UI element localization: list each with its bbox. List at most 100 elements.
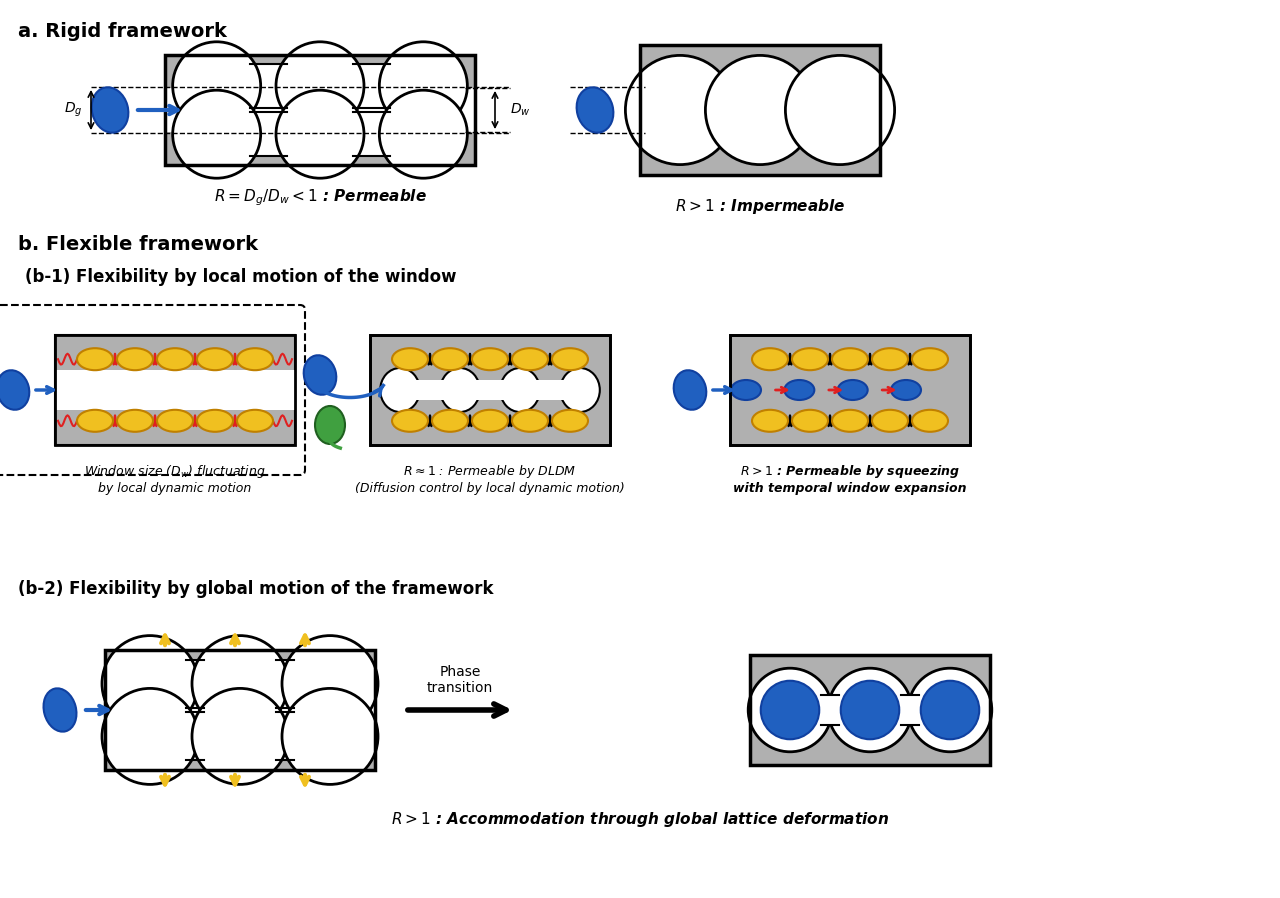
Circle shape	[102, 636, 198, 732]
Ellipse shape	[753, 348, 788, 370]
Ellipse shape	[841, 681, 900, 739]
Circle shape	[282, 636, 378, 732]
Ellipse shape	[512, 409, 548, 432]
Text: Phase
transition: Phase transition	[426, 665, 493, 695]
Bar	[730, 335, 970, 445]
Ellipse shape	[116, 409, 154, 432]
Ellipse shape	[44, 689, 77, 732]
Ellipse shape	[157, 409, 193, 432]
Ellipse shape	[392, 348, 428, 370]
Ellipse shape	[832, 409, 868, 432]
Ellipse shape	[237, 348, 273, 370]
Circle shape	[786, 56, 895, 164]
Bar	[105, 686, 375, 734]
Circle shape	[276, 42, 364, 130]
Bar	[416, 380, 444, 400]
Ellipse shape	[872, 348, 908, 370]
Ellipse shape	[872, 409, 908, 432]
Circle shape	[102, 689, 198, 784]
Bar	[353, 112, 390, 156]
Bar	[165, 88, 475, 132]
Bar	[250, 112, 287, 156]
Bar	[186, 660, 204, 708]
Circle shape	[379, 90, 467, 178]
Bar	[750, 655, 989, 765]
Ellipse shape	[472, 409, 508, 432]
Circle shape	[173, 90, 261, 178]
Bar	[640, 45, 881, 175]
Ellipse shape	[77, 348, 113, 370]
Ellipse shape	[785, 380, 814, 400]
Ellipse shape	[303, 356, 337, 395]
Bar	[55, 370, 294, 409]
Ellipse shape	[891, 380, 922, 400]
Ellipse shape	[197, 348, 233, 370]
Ellipse shape	[561, 368, 600, 412]
Circle shape	[173, 42, 261, 130]
Ellipse shape	[380, 368, 420, 412]
Ellipse shape	[0, 370, 29, 409]
Ellipse shape	[552, 409, 588, 432]
Bar	[55, 335, 294, 445]
Ellipse shape	[197, 409, 233, 432]
Bar	[55, 335, 294, 445]
Circle shape	[282, 689, 378, 784]
Ellipse shape	[911, 409, 948, 432]
Text: $R > 1$ : Permeable by squeezing
with temporal window expansion: $R > 1$ : Permeable by squeezing with te…	[733, 463, 966, 495]
Ellipse shape	[433, 348, 468, 370]
Circle shape	[749, 668, 832, 752]
Bar	[535, 380, 564, 400]
Circle shape	[828, 668, 911, 752]
Ellipse shape	[512, 348, 548, 370]
Ellipse shape	[500, 368, 540, 412]
Text: (b-2) Flexibility by global motion of the framework: (b-2) Flexibility by global motion of th…	[18, 580, 494, 598]
Ellipse shape	[832, 348, 868, 370]
Text: $R = D_g/D_w < 1$ : Permeable: $R = D_g/D_w < 1$ : Permeable	[214, 187, 426, 207]
Circle shape	[192, 636, 288, 732]
Ellipse shape	[440, 368, 480, 412]
Bar	[475, 380, 504, 400]
Circle shape	[276, 90, 364, 178]
Text: $D_w$: $D_w$	[509, 101, 530, 119]
Text: $D_g$: $D_g$	[64, 101, 82, 119]
Ellipse shape	[392, 409, 428, 432]
Bar	[105, 650, 375, 770]
Bar	[165, 55, 475, 165]
Bar	[250, 64, 287, 108]
Text: $R > 1$ : Accommodation through global lattice deformation: $R > 1$ : Accommodation through global l…	[390, 810, 890, 829]
Bar	[640, 45, 881, 175]
Text: $R > 1$ : Impermeable: $R > 1$ : Impermeable	[675, 197, 845, 216]
Ellipse shape	[472, 348, 508, 370]
Bar	[276, 660, 294, 708]
Ellipse shape	[920, 681, 979, 739]
Ellipse shape	[237, 409, 273, 432]
Ellipse shape	[911, 348, 948, 370]
Bar	[105, 650, 375, 770]
Bar	[750, 655, 989, 765]
Text: Window size ($D_w$) fluctuating
by local dynamic motion: Window size ($D_w$) fluctuating by local…	[84, 463, 266, 495]
Ellipse shape	[315, 406, 346, 444]
Bar	[353, 64, 390, 108]
Text: a. Rigid framework: a. Rigid framework	[18, 22, 227, 41]
Ellipse shape	[792, 348, 828, 370]
Ellipse shape	[552, 348, 588, 370]
Circle shape	[909, 668, 992, 752]
Bar	[901, 695, 919, 725]
Bar	[370, 335, 611, 445]
Bar	[165, 55, 475, 165]
Bar	[370, 335, 611, 445]
Circle shape	[626, 56, 735, 164]
Bar	[165, 55, 475, 165]
Bar	[276, 712, 294, 761]
Ellipse shape	[837, 380, 868, 400]
Bar	[822, 695, 838, 725]
Text: (b-1) Flexibility by local motion of the window: (b-1) Flexibility by local motion of the…	[26, 268, 457, 286]
Ellipse shape	[433, 409, 468, 432]
Ellipse shape	[77, 409, 113, 432]
Ellipse shape	[753, 409, 788, 432]
Ellipse shape	[731, 380, 762, 400]
Bar	[105, 650, 375, 770]
Circle shape	[705, 56, 814, 164]
Text: b. Flexible framework: b. Flexible framework	[18, 235, 259, 254]
Circle shape	[379, 42, 467, 130]
